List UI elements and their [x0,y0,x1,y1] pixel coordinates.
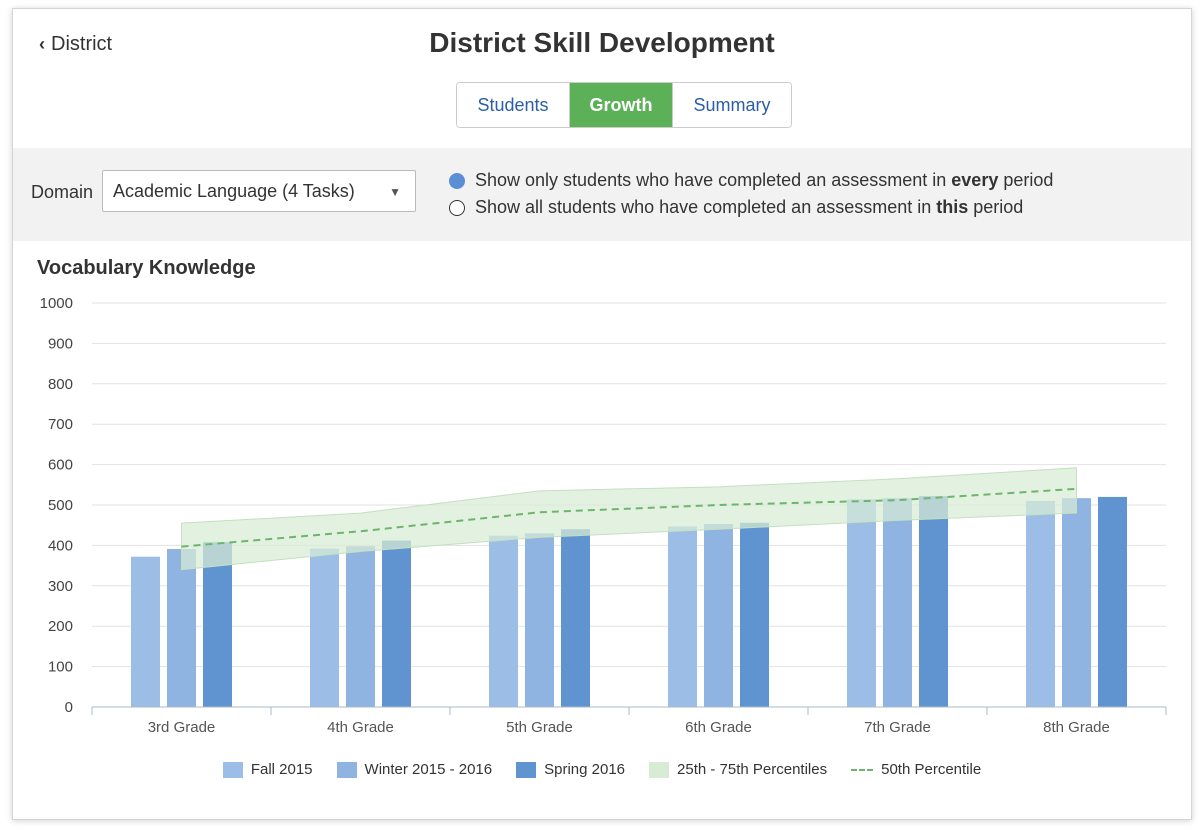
bar [382,540,411,707]
bar [1026,500,1055,707]
back-link[interactable]: ‹ District [39,33,112,56]
bar [668,526,697,707]
bar [740,522,769,707]
domain-select-value: Academic Language (4 Tasks) [113,180,355,201]
filter-bar: Domain Academic Language (4 Tasks) ▼ Sho… [13,148,1191,241]
x-tick-label: 3rd Grade [148,719,216,736]
radio-every-period-label: Show only students who have completed an… [475,170,1053,191]
bar [561,529,590,707]
chart-title: Vocabulary Knowledge [37,257,256,279]
domain-label: Domain [31,182,94,202]
legend-label-median: 50th Percentile [881,761,982,778]
radio-text-emph: this [936,197,969,217]
radio-text-suffix: period [968,197,1024,217]
legend-label-band: 25th - 75th Percentiles [677,761,828,778]
legend-item-median[interactable]: 50th Percentile [851,761,981,778]
x-tick-label: 6th Grade [685,719,752,736]
bar [131,556,160,707]
radio-text-suffix: period [998,170,1054,190]
x-tick-label: 8th Grade [1043,719,1110,736]
radio-text-prefix: Show only students who have completed an… [475,170,952,190]
chart-bars [131,496,1127,707]
bar [847,499,876,707]
y-tick-label: 600 [48,457,73,474]
legend-label-winter: Winter 2015 - 2016 [364,761,493,778]
bar [489,535,518,707]
chart-legend: Fall 2015 Winter 2015 - 2016 Spring 2016… [13,761,1191,778]
bar [310,548,339,707]
bar [1098,496,1127,707]
percentile-band-area [181,467,1077,571]
x-tick-label: 7th Grade [864,719,931,736]
growth-chart: 0 100 200 300 400 500 600 700 800 900 1000 3rd Gra… [40,295,1167,736]
median-line [181,487,1077,548]
legend-swatch-spring [516,761,537,778]
bar [346,546,375,707]
legend-item-spring[interactable]: Spring 2016 [516,761,625,778]
radio-unselected-icon [449,199,465,216]
legend-item-winter[interactable]: Winter 2015 - 2016 [336,761,493,778]
bar [203,542,232,707]
legend-item-percentile-band[interactable]: 25th - 75th Percentiles [649,761,827,778]
y-tick-label: 1000 [40,295,73,312]
y-tick-label: 500 [48,497,73,514]
y-tick-label: 400 [48,537,73,554]
chart-x-axis: 3rd Grade 4th Grade 5th Grade 6th Grade 7th … [91,706,1167,736]
domain-select[interactable]: Academic Language (4 Tasks) ▼ [102,170,416,212]
legend-label-fall: Fall 2015 [250,761,313,778]
legend-swatch-median [851,768,874,771]
bar [919,496,948,707]
radio-every-period[interactable]: Show only students who have completed an… [449,170,1053,191]
percentile-band [181,467,1077,571]
y-tick-label: 900 [48,335,73,352]
y-tick-label: 700 [48,416,73,433]
legend-label-spring: Spring 2016 [544,761,626,778]
y-tick-label: 800 [48,376,73,393]
bar [883,498,912,707]
back-link-label: District [51,33,113,55]
bar [525,533,554,707]
y-tick-label: 0 [65,699,73,716]
radio-text-prefix: Show all students who have completed an … [475,197,937,217]
legend-item-fall[interactable]: Fall 2015 [222,761,313,778]
bar [704,523,733,707]
x-tick-label: 4th Grade [327,719,394,736]
tab-growth[interactable]: Growth [569,83,672,127]
y-tick-label: 200 [48,618,73,635]
bar [167,549,196,707]
chevron-left-icon: ‹ [39,34,45,54]
bar [1062,498,1091,707]
view-tabs: Students Growth Summary [456,82,792,128]
caret-down-icon: ▼ [389,185,401,199]
y-tick-label: 100 [48,659,73,676]
radio-this-period[interactable]: Show all students who have completed an … [449,197,1023,218]
radio-text-emph: every [951,170,999,190]
page-title: District Skill Development [429,27,775,58]
tab-students[interactable]: Students [457,83,569,127]
tab-summary[interactable]: Summary [672,83,791,127]
radio-selected-icon [449,172,465,189]
radio-this-period-label: Show all students who have completed an … [475,197,1023,218]
x-tick-label: 5th Grade [506,719,573,736]
legend-swatch-winter [336,761,357,778]
legend-swatch-fall [222,761,243,778]
y-tick-label: 300 [48,578,73,595]
growth-panel: ‹ District District Skill Development St… [12,8,1192,820]
legend-swatch-band [649,761,670,778]
